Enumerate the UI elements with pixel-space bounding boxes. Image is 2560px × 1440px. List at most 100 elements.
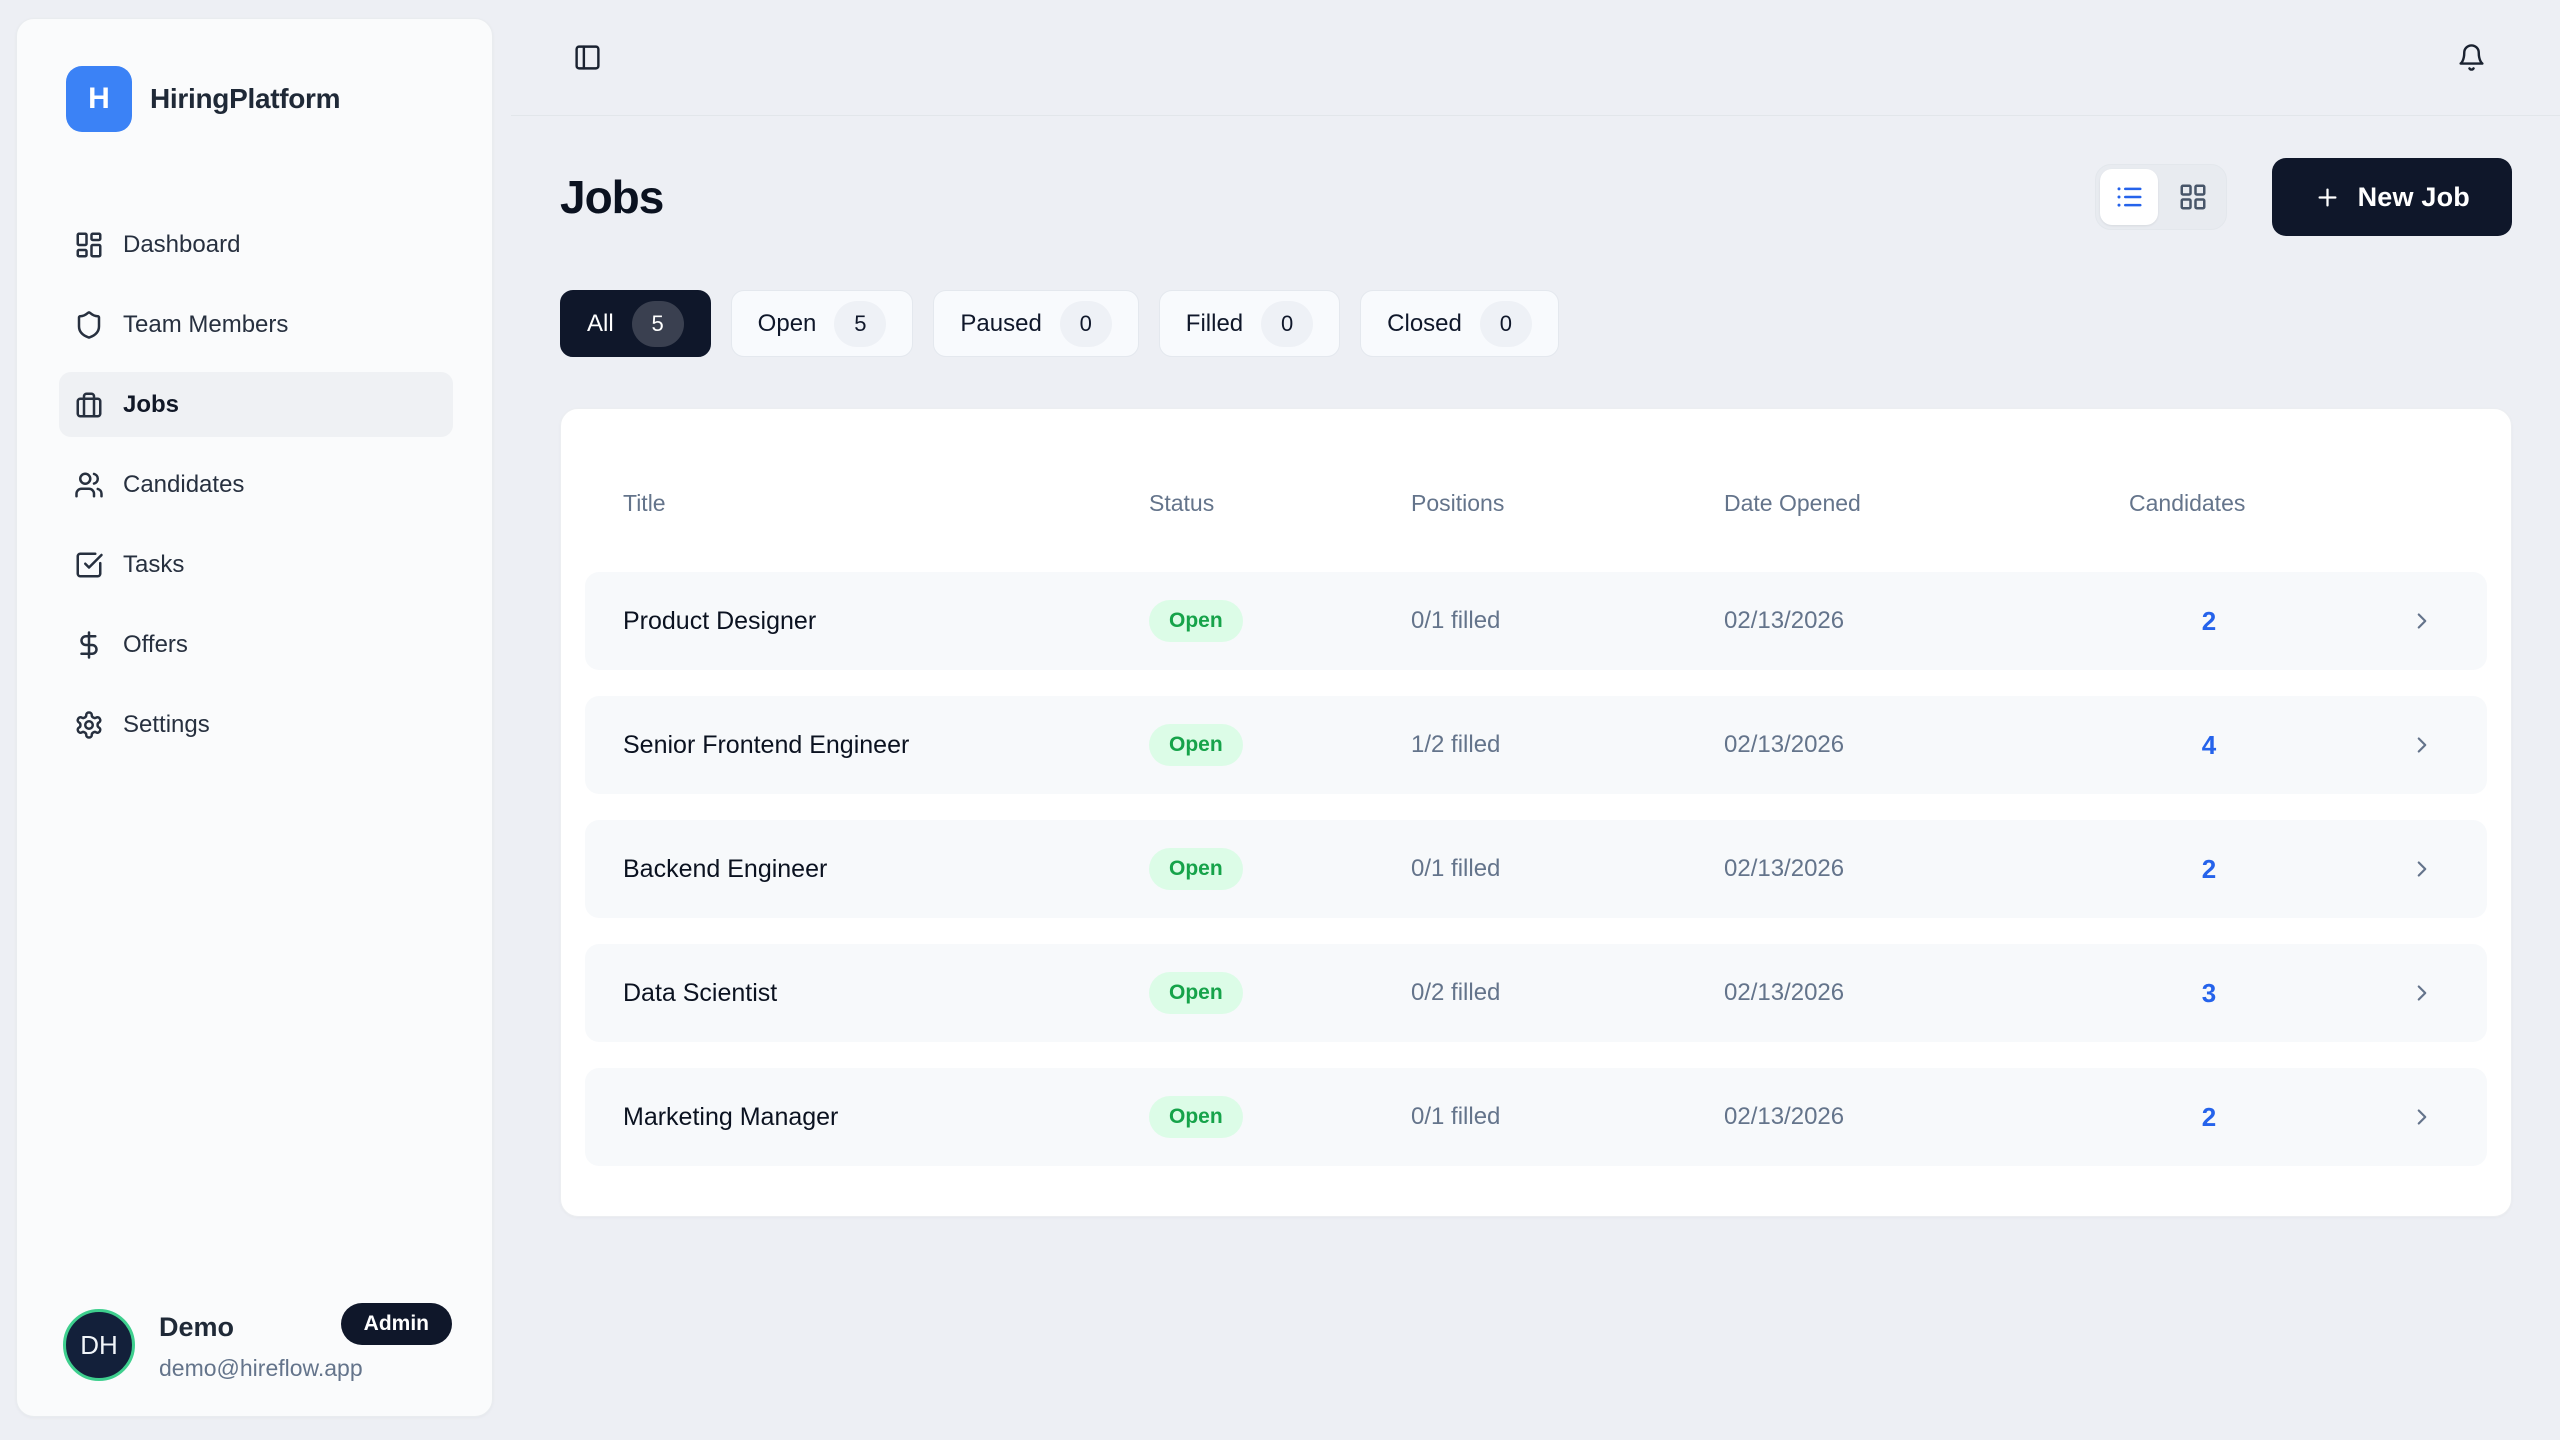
jobs-table: Title Status Positions Date Opened Candi… [560,408,2512,1217]
filter-all[interactable]: All 5 [560,290,711,357]
sidebar-item-label: Settings [123,710,210,738]
filter-label: Open [757,309,817,337]
brand-name: HiringPlatform [150,83,341,114]
list-icon [2114,182,2144,212]
column-header-positions: Positions [1411,489,1505,516]
sidebar-item-tasks[interactable]: Tasks [59,532,453,597]
notifications-button[interactable] [2457,43,2486,72]
column-header-status: Status [1149,489,1215,516]
filter-closed[interactable]: Closed 0 [1360,290,1559,357]
filter-label: Closed [1387,309,1462,337]
brand: H HiringPlatform [17,19,492,132]
panel-left-icon [573,43,602,72]
plus-icon [2314,184,2341,211]
filter-label: Filled [1185,309,1244,337]
filter-filled[interactable]: Filled 0 [1158,290,1341,357]
view-toggle [2094,164,2227,230]
sidebar-item-label: Candidates [123,470,245,498]
table-row[interactable]: Backend Engineer Open 0/1 filled 02/13/2… [585,820,2487,918]
table-row[interactable]: Marketing Manager Open 0/1 filled 02/13/… [585,1068,2487,1166]
user-name: Demo [159,1312,235,1342]
dollar-icon [74,630,104,660]
job-positions: 0/1 filled [1411,1103,1501,1130]
job-candidates-count[interactable]: 2 [2201,1101,2217,1132]
briefcase-icon [74,390,104,420]
status-badge: Open [1149,848,1243,890]
job-date-opened: 02/13/2026 [1724,855,1845,882]
sidebar-item-settings[interactable]: Settings [59,692,453,757]
new-job-label: New Job [2357,181,2470,212]
brand-logo: H [66,66,132,132]
filter-paused[interactable]: Paused 0 [933,290,1139,357]
job-candidates-count[interactable]: 2 [2201,605,2217,636]
dashboard-icon [74,230,104,260]
sidebar-item-offers[interactable]: Offers [59,612,453,677]
chevron-right-icon[interactable] [2289,856,2449,882]
new-job-button[interactable]: New Job [2271,158,2512,236]
job-title: Backend Engineer [623,854,828,883]
sidebar-item-dashboard[interactable]: Dashboard [59,212,453,277]
sidebar: H HiringPlatform Dashboard Team Members … [16,18,493,1417]
page-title: Jobs [560,171,664,223]
users-icon [74,470,104,500]
status-badge: Open [1149,1096,1243,1138]
filter-label: All [587,309,614,337]
status-badge: Open [1149,724,1243,766]
table-row[interactable]: Product Designer Open 0/1 filled 02/13/2… [585,572,2487,670]
job-title: Marketing Manager [623,1102,839,1131]
chevron-right-icon[interactable] [2289,1104,2449,1130]
sidebar-item-label: Offers [123,630,188,658]
sidebar-item-candidates[interactable]: Candidates [59,452,453,517]
column-header-date-opened: Date Opened [1724,489,1861,516]
job-positions: 0/1 filled [1411,855,1501,882]
sidebar-item-label: Jobs [123,390,180,418]
job-candidates-count[interactable]: 4 [2201,729,2217,760]
job-candidates-count[interactable]: 2 [2201,853,2217,884]
filter-open[interactable]: Open 5 [730,290,914,357]
sidebar-nav: Dashboard Team Members Jobs Candidates T… [17,212,492,757]
column-header-title: Title [623,489,666,516]
status-badge: Open [1149,600,1243,642]
sidebar-item-label: Team Members [123,310,289,338]
chevron-right-icon[interactable] [2289,732,2449,758]
sidebar-item-label: Dashboard [123,230,241,258]
filter-count-badge: 0 [1059,300,1112,347]
user-block[interactable]: DH Demo demo@hireflow.app Admin [63,1303,452,1382]
filter-count-badge: 0 [1479,300,1532,347]
table-row[interactable]: Senior Frontend Engineer Open 1/2 filled… [585,696,2487,794]
job-date-opened: 02/13/2026 [1724,731,1845,758]
job-title: Data Scientist [623,978,778,1007]
job-title: Senior Frontend Engineer [623,730,910,759]
main-area: Jobs [511,0,2560,1440]
status-badge: Open [1149,972,1243,1014]
list-view-button[interactable] [2099,169,2158,225]
table-header: Title Status Positions Date Opened Candi… [585,473,2487,533]
table-row[interactable]: Data Scientist Open 0/2 filled 02/13/202… [585,944,2487,1042]
job-date-opened: 02/13/2026 [1724,607,1845,634]
gear-icon [74,710,104,740]
chevron-right-icon[interactable] [2289,608,2449,634]
filter-count-badge: 0 [1261,300,1314,347]
job-candidates-count[interactable]: 3 [2201,977,2217,1008]
job-date-opened: 02/13/2026 [1724,979,1845,1006]
sidebar-item-jobs[interactable]: Jobs [59,372,453,437]
job-positions: 1/2 filled [1411,731,1501,758]
filter-count-badge: 5 [631,300,684,347]
shield-icon [74,310,104,340]
sidebar-item-label: Tasks [123,550,185,578]
grid-view-button[interactable] [2164,169,2222,225]
grid-icon [2178,182,2208,212]
square-check-icon [74,550,104,580]
topbar [511,0,2560,116]
content: Jobs [511,158,2560,1217]
sidebar-item-team-members[interactable]: Team Members [59,292,453,357]
column-header-candidates: Candidates [2129,489,2246,516]
filter-label: Paused [960,309,1042,337]
status-filters: All 5 Open 5 Paused 0 Filled 0 Closed 0 [560,290,2512,357]
filter-count-badge: 5 [834,300,887,347]
avatar: DH [63,1309,135,1381]
job-positions: 0/2 filled [1411,979,1501,1006]
chevron-right-icon[interactable] [2289,980,2449,1006]
sidebar-toggle-button[interactable] [573,43,602,72]
job-title: Product Designer [623,606,817,635]
